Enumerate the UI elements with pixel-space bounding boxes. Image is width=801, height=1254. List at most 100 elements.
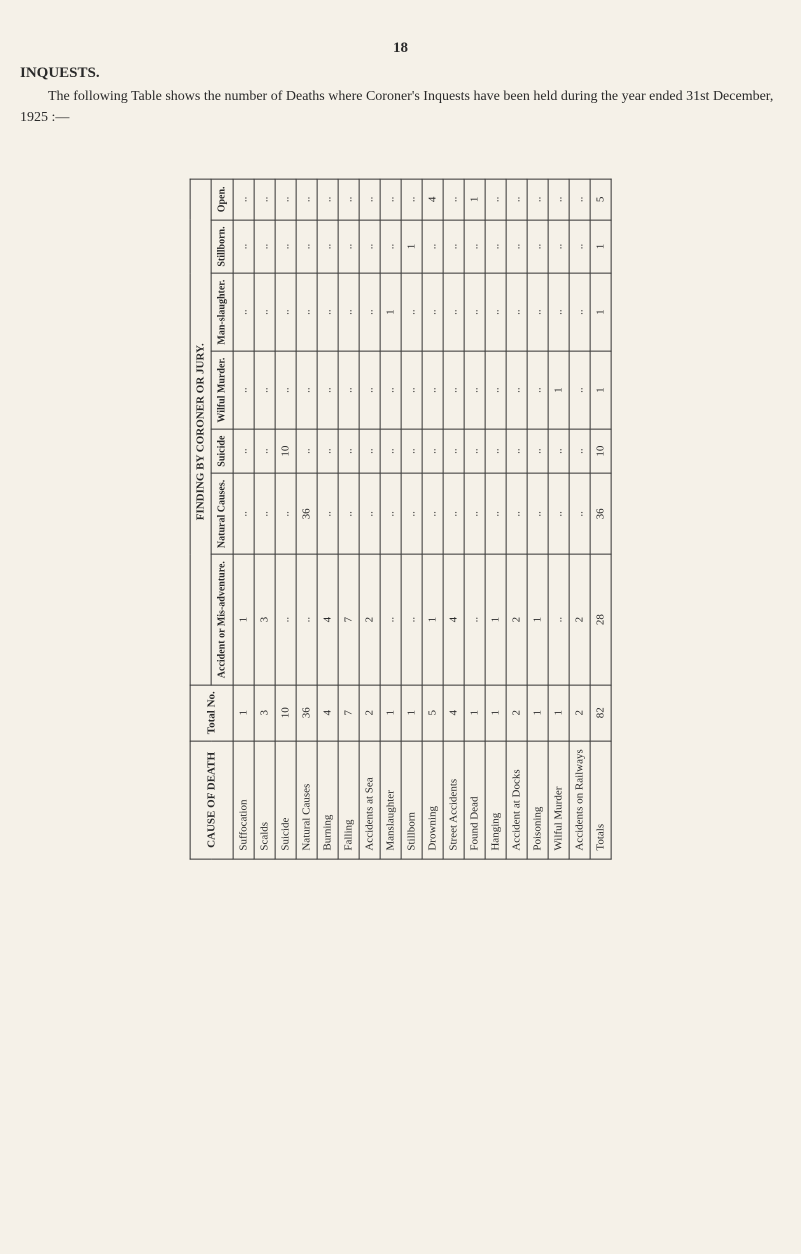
data-cell: .. (401, 179, 422, 220)
total-cell: 1 (590, 220, 611, 273)
data-cell: .. (527, 179, 548, 220)
data-cell: 2 (569, 555, 590, 685)
data-cell: .. (275, 555, 296, 685)
totals-row: Totals 82 28 36 10 1 1 1 5 (590, 179, 611, 859)
col-natural: Natural Causes. (211, 473, 233, 554)
cause-label: Stillborn (401, 741, 422, 859)
table-row: Scalds 3 3 .. .. .. .. .. .. (254, 179, 275, 859)
data-cell: 3 (254, 555, 275, 685)
data-cell: .. (254, 351, 275, 429)
intro-text: The following Table shows the number of … (20, 86, 781, 128)
total-cell: 1 (590, 351, 611, 429)
data-cell: 7 (338, 555, 359, 685)
data-cell: .. (296, 429, 317, 473)
data-cell: .. (464, 220, 485, 273)
data-cell: .. (422, 473, 443, 554)
table-row: Wilful Murder 1 .. .. .. 1 .. .. .. (548, 179, 569, 859)
data-cell: .. (233, 429, 254, 473)
data-cell: 2 (506, 555, 527, 685)
data-cell: 4 (317, 555, 338, 685)
data-cell: .. (254, 473, 275, 554)
table-row: Falling 7 7 .. .. .. .. .. .. (338, 179, 359, 859)
total-cell: 5 (422, 685, 443, 741)
data-cell: .. (401, 273, 422, 351)
data-cell: .. (254, 429, 275, 473)
total-cell: 1 (548, 685, 569, 741)
total-cell: 7 (338, 685, 359, 741)
cause-label: Accidents at Sea (359, 741, 380, 859)
data-cell: .. (233, 220, 254, 273)
cause-label: Wilful Murder (548, 741, 569, 859)
table-row: Accidents on Railways 2 2 .. .. .. .. ..… (569, 179, 590, 859)
data-cell: .. (464, 429, 485, 473)
data-cell: .. (380, 179, 401, 220)
data-cell: .. (548, 220, 569, 273)
cause-label: Hanging (485, 741, 506, 859)
data-cell: .. (569, 220, 590, 273)
col-stillborn: Stillborn. (211, 220, 233, 273)
header-row: CAUSE OF DEATH Total No. FINDING BY CORO… (190, 179, 211, 859)
data-cell: .. (569, 473, 590, 554)
cause-label: Accidents on Railways (569, 741, 590, 859)
total-cell: 10 (590, 429, 611, 473)
total-cell: 2 (569, 685, 590, 741)
total-cell: 4 (443, 685, 464, 741)
total-cell: 1 (464, 685, 485, 741)
data-cell: .. (380, 473, 401, 554)
cause-label: Street Accidents (443, 741, 464, 859)
data-cell: .. (359, 220, 380, 273)
data-cell: .. (380, 429, 401, 473)
total-cell: 1 (527, 685, 548, 741)
table-row: Found Dead 1 .. .. .. .. .. .. 1 (464, 179, 485, 859)
data-cell: 1 (401, 220, 422, 273)
cause-label: Natural Causes (296, 741, 317, 859)
data-cell: .. (506, 220, 527, 273)
data-cell: 1 (527, 555, 548, 685)
data-cell: .. (233, 179, 254, 220)
data-cell: .. (233, 351, 254, 429)
data-cell: .. (548, 473, 569, 554)
data-cell: .. (527, 273, 548, 351)
total-cell: 28 (590, 555, 611, 685)
data-cell: .. (548, 429, 569, 473)
table-row: Stillborn 1 .. .. .. .. .. 1 .. (401, 179, 422, 859)
data-cell: 1 (548, 351, 569, 429)
data-cell: .. (233, 473, 254, 554)
data-cell: .. (401, 555, 422, 685)
table-row: Accidents at Sea 2 2 .. .. .. .. .. .. (359, 179, 380, 859)
cause-label: Drowning (422, 741, 443, 859)
total-cell: 1 (590, 273, 611, 351)
data-cell: .. (506, 429, 527, 473)
data-cell: .. (317, 273, 338, 351)
data-cell: .. (443, 473, 464, 554)
data-cell: 1 (233, 555, 254, 685)
data-cell: .. (275, 273, 296, 351)
data-cell: .. (317, 351, 338, 429)
table-container: CAUSE OF DEATH Total No. FINDING BY CORO… (20, 148, 781, 890)
col-manslaughter: Man-slaughter. (211, 273, 233, 351)
total-cell: 2 (506, 685, 527, 741)
data-cell: .. (401, 351, 422, 429)
data-cell: .. (317, 179, 338, 220)
total-cell: 36 (590, 473, 611, 554)
total-header: Total No. (190, 685, 233, 741)
data-cell: .. (485, 351, 506, 429)
data-cell: .. (380, 555, 401, 685)
data-cell: .. (527, 429, 548, 473)
data-cell: 1 (422, 555, 443, 685)
data-cell: .. (422, 273, 443, 351)
table-row: Suicide 10 .. .. 10 .. .. .. .. (275, 179, 296, 859)
data-cell: .. (233, 273, 254, 351)
data-cell: .. (485, 429, 506, 473)
total-cell: 1 (485, 685, 506, 741)
data-cell: .. (317, 429, 338, 473)
data-cell: .. (317, 220, 338, 273)
cause-label: Accident at Docks (506, 741, 527, 859)
cause-label: Burning (317, 741, 338, 859)
data-cell: 1 (485, 555, 506, 685)
data-cell: .. (527, 351, 548, 429)
data-cell: .. (506, 273, 527, 351)
data-cell: .. (569, 179, 590, 220)
data-cell: .. (296, 179, 317, 220)
data-cell: .. (527, 473, 548, 554)
